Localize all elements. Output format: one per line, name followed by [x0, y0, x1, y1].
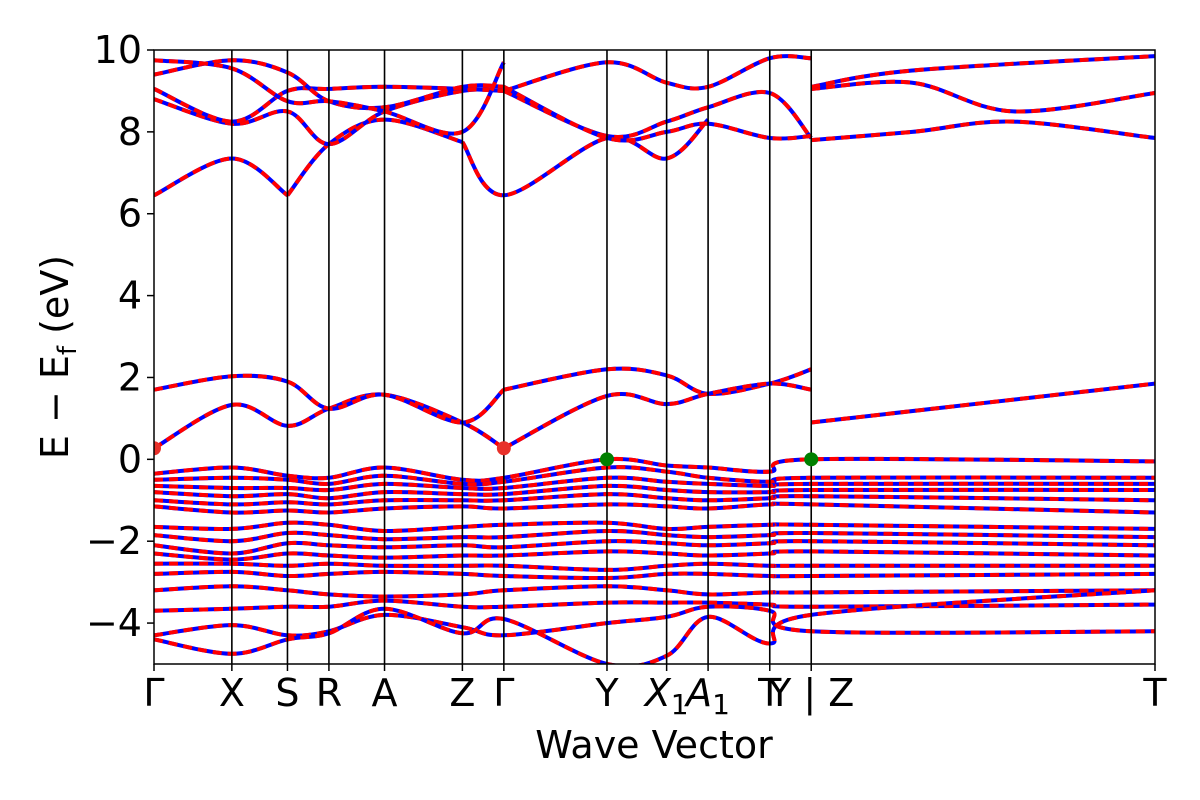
y-tick-label-5: 6 — [118, 192, 142, 236]
x-tick-label-12: T — [1142, 671, 1167, 715]
y-axis-ticks: −4 −2 0 2 4 6 8 10 — [86, 28, 154, 645]
x-tick-label-0: Γ — [143, 671, 164, 715]
vbm-marker-0 — [599, 452, 614, 467]
band-25-spin-up — [154, 528, 1155, 544]
band-15-spin-down — [811, 79, 1155, 114]
band-edge-markers — [154, 441, 819, 467]
band-4-spin-up — [810, 381, 1155, 425]
band-3-spin-down — [502, 381, 812, 451]
band-17-spin-up — [810, 54, 1155, 89]
band-9-spin-up — [154, 84, 504, 124]
y-tick-label-2: 0 — [118, 437, 142, 481]
band-12-spin-up — [503, 54, 812, 93]
band-13-spin-up — [502, 89, 813, 140]
x-tick-label-5: Z — [449, 671, 475, 715]
high-symmetry-lines — [231, 50, 813, 664]
band-31-spin-up — [154, 598, 1155, 613]
cbm-marker-1 — [496, 441, 511, 456]
y-tick-label-0: −4 — [86, 601, 142, 645]
band-7-spin-up — [460, 118, 710, 198]
x-tick-label-10: T — [757, 671, 782, 715]
x-tick-label-11: Y | Z — [767, 671, 854, 716]
y-axis-label: E − Ef (eV) — [33, 255, 83, 459]
x-tick-label-3: R — [316, 671, 342, 715]
x-tick-label-4: A — [372, 671, 398, 715]
y-tick-label-6: 8 — [118, 110, 142, 154]
band-24-spin-up — [154, 520, 1155, 534]
y-axis-label-unit: (eV) — [33, 255, 77, 346]
plot-frame — [153, 49, 1156, 665]
y-tick-label-3: 2 — [118, 355, 142, 399]
x-axis-label: Wave Vector — [535, 723, 773, 767]
vbm-marker-1 — [804, 452, 819, 467]
band-2-spin-up — [503, 366, 812, 396]
x-tick-label-8: X1 — [643, 671, 689, 721]
band-32-spin-up — [154, 604, 1155, 638]
band-18-spin-up — [154, 456, 1155, 483]
band-19-spin-up — [154, 465, 1155, 487]
band-27-spin-up — [154, 549, 1155, 562]
band-28-spin-up — [154, 561, 1155, 572]
x-tick-label-7: Y — [594, 671, 619, 715]
cbm-marker-0 — [154, 441, 161, 456]
x-tick-label-1: X — [219, 671, 245, 715]
band-15-spin-up — [811, 79, 1155, 114]
band-21-spin-up — [154, 483, 1155, 501]
y-axis-label-main: E − E — [33, 355, 77, 459]
band-33-spin-up — [154, 588, 1155, 664]
y-tick-label-1: −2 — [86, 519, 142, 563]
y-tick-label-7: 10 — [94, 28, 142, 72]
bands-layer — [154, 54, 1155, 664]
band-23-spin-up — [154, 501, 1155, 515]
band-26-spin-up — [154, 539, 1155, 556]
x-tick-label-9: A1 — [683, 671, 730, 721]
x-tick-label-2: S — [275, 671, 299, 715]
band-29-spin-up — [154, 569, 1155, 581]
band-22-spin-up — [154, 492, 1155, 507]
y-tick-label-4: 4 — [118, 274, 142, 318]
y-axis-label-subscript: f — [53, 345, 83, 355]
band-3-spin-up — [502, 381, 812, 451]
band-5-spin-up — [154, 156, 289, 198]
x-tick-label-6: Γ — [493, 671, 514, 715]
band-14-spin-up — [502, 85, 812, 143]
band-20-spin-up — [154, 475, 1155, 493]
band-30-spin-up — [154, 584, 1155, 599]
band-16-spin-up — [811, 119, 1155, 143]
